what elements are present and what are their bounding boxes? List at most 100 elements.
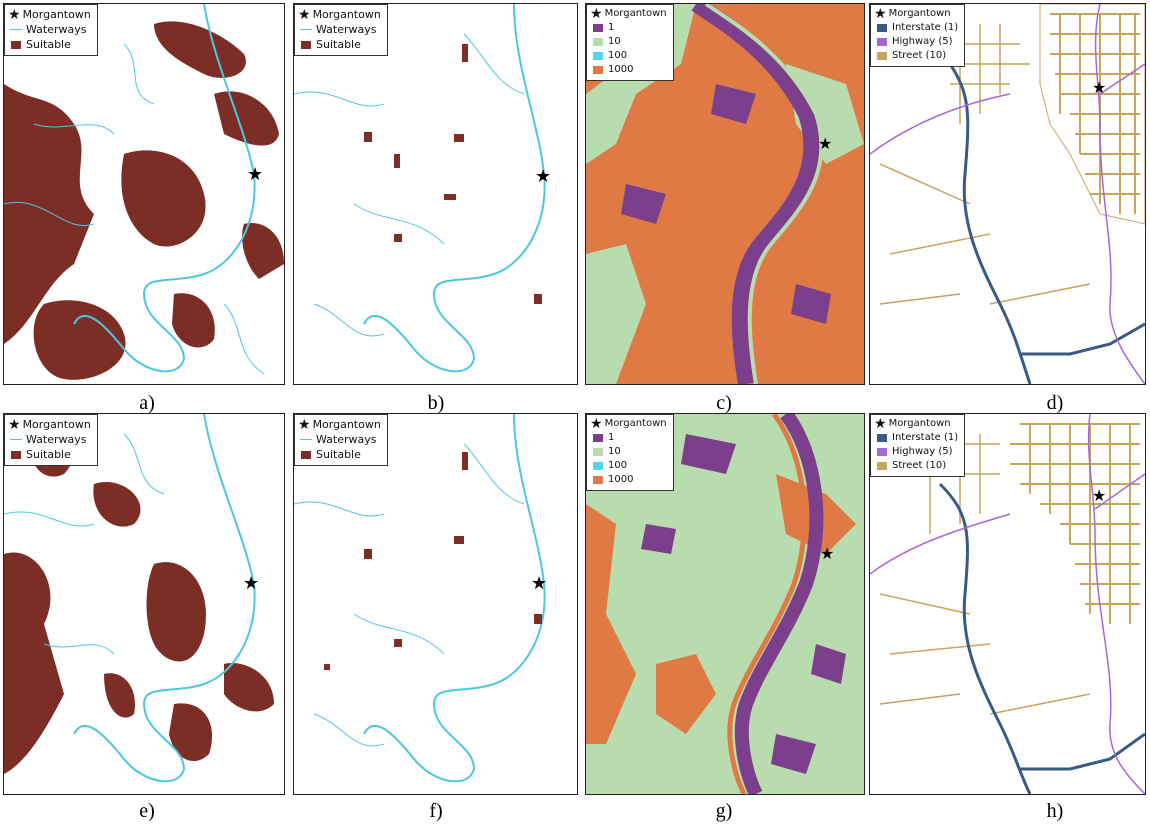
suitable-area	[242, 223, 284, 279]
star-icon: ★	[874, 416, 887, 432]
road-network-map-d: ★ Morgantown Interstate (1) Highway (5) S…	[869, 3, 1146, 385]
cost-10-swatch	[593, 448, 603, 456]
map-legend: ★ Morgantown 1 10 100 1000	[586, 4, 674, 81]
suitable-area	[364, 549, 372, 559]
cost-1000-swatch	[593, 476, 603, 484]
suitable-area	[324, 664, 330, 670]
legend-label: Morgantown	[604, 8, 667, 19]
legend-label: Waterways	[316, 23, 377, 36]
map-canvas	[294, 414, 546, 783]
waterway	[363, 414, 546, 783]
suitability-map-f: ★ Morgantown Waterways Suitable ★	[293, 413, 578, 795]
suitable-area	[154, 21, 246, 78]
map-canvas	[586, 414, 856, 794]
river-cost-band	[691, 4, 820, 384]
street-swatch	[877, 52, 887, 60]
legend-label: Interstate (1)	[892, 22, 959, 33]
map-legend: ★ Morgantown Waterways Suitable	[4, 414, 98, 466]
star-icon: ★	[590, 6, 603, 22]
highway-route	[870, 414, 1145, 794]
high-cost-area	[656, 654, 716, 734]
panel-caption: h)	[1046, 800, 1064, 822]
waterway	[294, 443, 525, 747]
suitable-area	[224, 663, 274, 712]
legend-label: Waterways	[26, 23, 87, 36]
map-canvas	[870, 4, 1145, 384]
suitable-area	[104, 673, 135, 718]
suitable-area	[4, 552, 64, 774]
legend-label: Highway (5)	[892, 446, 953, 457]
star-icon: ★	[247, 164, 264, 184]
suitability-map-a: ★ Morgantown Waterways Suitable ★	[3, 3, 285, 385]
highway-route	[870, 4, 1145, 384]
panel-caption: a)	[139, 392, 155, 414]
star-icon: ★	[243, 573, 260, 593]
star-icon: ★	[8, 416, 21, 433]
legend-label: Morgantown	[604, 418, 667, 429]
legend-label: 100	[608, 50, 628, 61]
legend-label: Morgantown	[312, 418, 381, 431]
cost-raster-map-g: ★ Morgantown 1 10 100 1000 ★	[585, 413, 865, 795]
interstate-swatch	[877, 434, 887, 442]
legend-label: Waterways	[26, 433, 87, 446]
legend-label: 1000	[608, 64, 634, 75]
interstate-route	[948, 63, 1145, 384]
cost-100-swatch	[593, 462, 603, 470]
legend-label: Suitable	[26, 448, 71, 461]
street-grid	[1010, 423, 1140, 624]
interstate-route	[938, 482, 1145, 794]
star-icon: ★	[818, 136, 833, 153]
cost-raster-map-c: ★ Morgantown 1 10 100 1000 ★	[585, 3, 865, 385]
suitable-swatch	[301, 40, 311, 49]
high-cost-area	[586, 504, 636, 744]
street-cluster	[1039, 4, 1145, 225]
map-canvas	[586, 4, 864, 384]
high-cost-patch	[621, 84, 831, 324]
star-icon: ★	[1092, 488, 1107, 505]
suitable-area	[394, 154, 400, 168]
cost-1000-swatch	[593, 66, 603, 74]
suitable-area	[534, 614, 542, 624]
star-icon: ★	[298, 6, 311, 23]
low-cost-area	[786, 64, 864, 164]
legend-label: Interstate (1)	[892, 432, 959, 443]
map-canvas	[294, 4, 546, 373]
suitable-area	[454, 134, 464, 142]
suitable-area	[4, 84, 94, 344]
suitable-area	[462, 452, 468, 470]
waterway-line-icon	[300, 29, 312, 30]
suitable-area	[121, 150, 206, 247]
map-canvas	[4, 414, 274, 783]
interstate-swatch	[877, 24, 887, 32]
panel-caption: f)	[429, 800, 443, 822]
star-icon: ★	[874, 6, 887, 22]
star-icon: ★	[535, 166, 552, 186]
legend-label: Morgantown	[22, 8, 91, 21]
legend-label: Morgantown	[312, 8, 381, 21]
cost-100-swatch	[593, 52, 603, 60]
legend-label: Morgantown	[888, 8, 951, 19]
legend-label: Suitable	[316, 448, 361, 461]
panel-caption: c)	[716, 392, 732, 414]
panel-caption: e)	[139, 800, 155, 822]
river-cost-band	[704, 4, 824, 384]
cost-1-swatch	[593, 24, 603, 32]
star-icon: ★	[298, 416, 311, 433]
waterway-line-icon	[300, 439, 312, 440]
waterway	[294, 33, 525, 337]
river-cost-band	[727, 414, 807, 794]
suitability-map-b: ★ Morgantown Waterways Suitable ★	[293, 3, 578, 385]
map-legend: ★ Morgantown Interstate (1) Highway (5) S…	[870, 414, 966, 477]
legend-label: Highway (5)	[892, 36, 953, 47]
star-icon: ★	[1092, 80, 1107, 97]
waterway	[73, 414, 256, 783]
legend-label: Morgantown	[22, 418, 91, 431]
low-cost-area	[586, 244, 646, 384]
suitable-area	[444, 194, 456, 200]
legend-label: 10	[608, 446, 621, 457]
panel-caption: g)	[715, 800, 733, 822]
suitable-area	[534, 294, 542, 304]
legend-label: 1	[608, 432, 615, 443]
legend-label: Street (10)	[892, 460, 947, 471]
suitable-area	[33, 300, 126, 380]
